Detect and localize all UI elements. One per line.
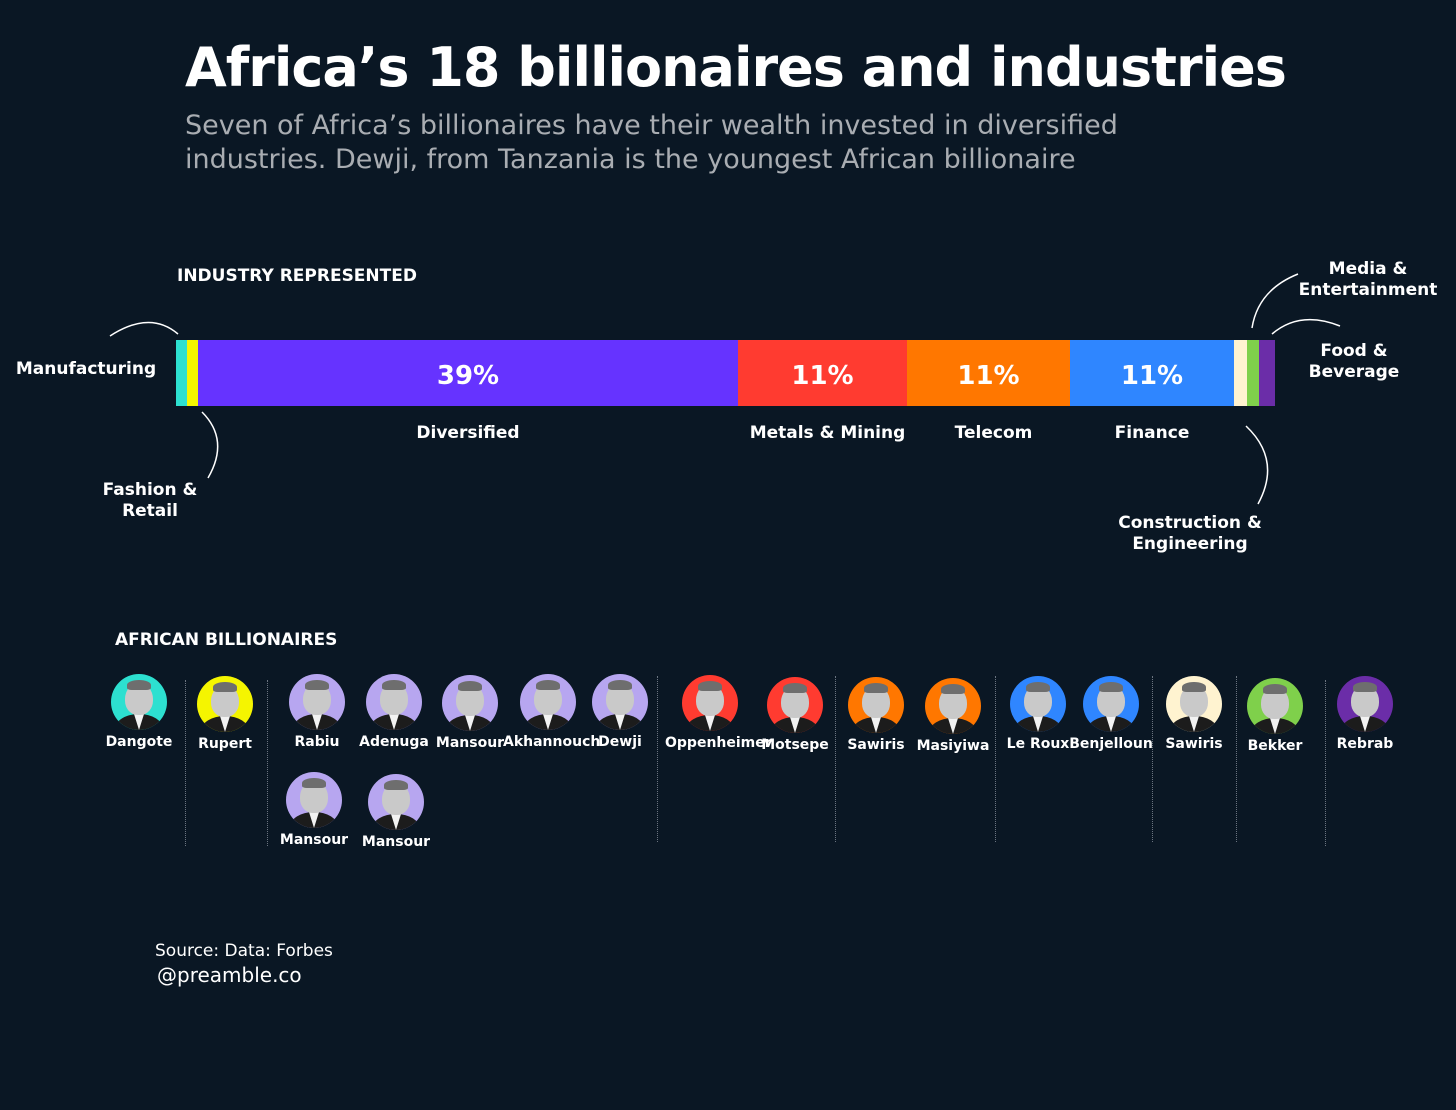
bar-pct-label: 11% [791, 361, 853, 391]
billionaire-name: Dangote [105, 734, 173, 750]
billionaire-name: Sawiris [1165, 736, 1223, 752]
billionaire-name: Mansour [435, 735, 505, 751]
segment-label: Fashion & Retail [103, 480, 198, 521]
avatar [520, 674, 576, 730]
billionaire-card: Rebrab [1320, 676, 1410, 752]
billionaire-card: Sawiris [1149, 676, 1239, 752]
callout-arc [1251, 273, 1299, 329]
chart-subtitle: Seven of Africa’s billionaires have thei… [185, 110, 1118, 175]
billionaire-card: Sawiris [831, 677, 921, 753]
avatar [1337, 676, 1393, 732]
group-divider [1152, 676, 1153, 842]
avatar [111, 674, 167, 730]
group-divider [995, 676, 996, 842]
billionaire-card: Dewji [575, 674, 665, 750]
billionaires-heading: AFRICAN BILLIONAIRES [115, 630, 338, 650]
bar-segment-fashion-retail [187, 340, 198, 406]
billionaire-name: Masiyiwa [916, 738, 990, 754]
avatar [592, 674, 648, 730]
avatar [1083, 676, 1139, 732]
callout-arc [1245, 425, 1269, 505]
author-handle: @preamble.co [157, 963, 302, 987]
avatar [682, 675, 738, 731]
billionaire-name: Mansour [361, 834, 431, 850]
group-divider [1325, 680, 1326, 846]
avatar [925, 678, 981, 734]
billionaire-name: Rebrab [1336, 736, 1394, 752]
bar-segment-finance [1070, 340, 1234, 406]
avatar [197, 676, 253, 732]
group-divider [1236, 676, 1237, 842]
billionaire-name: Akhannouch [503, 734, 601, 750]
billionaire-name: Bekker [1247, 738, 1303, 754]
avatar [848, 677, 904, 733]
billionaire-card: Masiyiwa [908, 678, 998, 754]
billionaire-name: Oppenheimer [665, 735, 772, 751]
group-divider [267, 680, 268, 846]
segment-label: Food & Beverage [1309, 341, 1400, 382]
bar-pct-label: 39% [437, 361, 499, 391]
industry-heading: INDUSTRY REPRESENTED [177, 266, 417, 286]
billionaire-card: Mansour [425, 675, 515, 751]
avatar [368, 774, 424, 830]
billionaire-card: Motsepe [750, 677, 840, 753]
avatar [286, 772, 342, 828]
avatar [767, 677, 823, 733]
billionaire-card: Adenuga [349, 674, 439, 750]
billionaire-card: Dangote [94, 674, 184, 750]
segment-label: Construction & Engineering [1118, 513, 1262, 554]
bar-segment-media-entertainment [1247, 340, 1259, 406]
avatar [366, 674, 422, 730]
bar-segment-construction-engineering [1234, 340, 1247, 406]
billionaire-card: Mansour [351, 774, 441, 850]
billionaire-name: Rupert [198, 736, 252, 752]
segment-label: Manufacturing [16, 359, 156, 379]
billionaire-name: Rabiu [294, 734, 340, 750]
billionaire-name: Motsepe [761, 737, 829, 753]
billionaire-card: Benjelloun [1066, 676, 1156, 752]
segment-label: Telecom [955, 423, 1033, 443]
callout-arc [201, 411, 219, 479]
billionaire-name: Dewji [598, 734, 642, 750]
billionaire-card: Bekker [1230, 678, 1320, 754]
callout-arc [109, 321, 179, 337]
billionaire-card: Rabiu [272, 674, 362, 750]
callout-arc [1271, 318, 1341, 335]
billionaire-card: Akhannouch [503, 674, 601, 750]
group-divider [185, 680, 186, 846]
billionaire-card: Rupert [180, 676, 270, 752]
bar-segment-manufacturing [176, 340, 187, 406]
bar-pct-label: 11% [957, 361, 1019, 391]
avatar [1166, 676, 1222, 732]
chart-title: Africa’s 18 billionaires and industries [185, 36, 1287, 99]
bar-segment-diversified [198, 340, 738, 406]
group-divider [657, 676, 658, 842]
avatar [1010, 676, 1066, 732]
bar-pct-label: 11% [1121, 361, 1183, 391]
billionaire-name: Sawiris [847, 737, 905, 753]
billionaire-card: Le Roux [993, 676, 1083, 752]
billionaire-name: Le Roux [1006, 736, 1070, 752]
avatar [442, 675, 498, 731]
segment-label: Media & Entertainment [1299, 259, 1438, 300]
segment-label: Metals & Mining [750, 423, 906, 443]
billionaire-name: Benjelloun [1069, 736, 1153, 752]
source-note: Source: Data: Forbes [155, 941, 333, 961]
billionaire-name: Adenuga [359, 734, 429, 750]
stacked-bar-chart: 39% 11% 11% 11% Diversified Metals & Mining Te… [16, 259, 1438, 554]
bar-segment-metals-mining [738, 340, 907, 406]
segment-label: Finance [1115, 423, 1190, 443]
group-divider [835, 676, 836, 842]
bar-segment-food-beverage [1259, 340, 1275, 406]
billionaire-card: Oppenheimer [665, 675, 772, 751]
avatar [289, 674, 345, 730]
avatar [1247, 678, 1303, 734]
billionaire-card: Mansour [269, 772, 359, 848]
bar-segment-telecom [907, 340, 1070, 406]
segment-label: Diversified [416, 423, 519, 443]
billionaire-name: Mansour [279, 832, 349, 848]
